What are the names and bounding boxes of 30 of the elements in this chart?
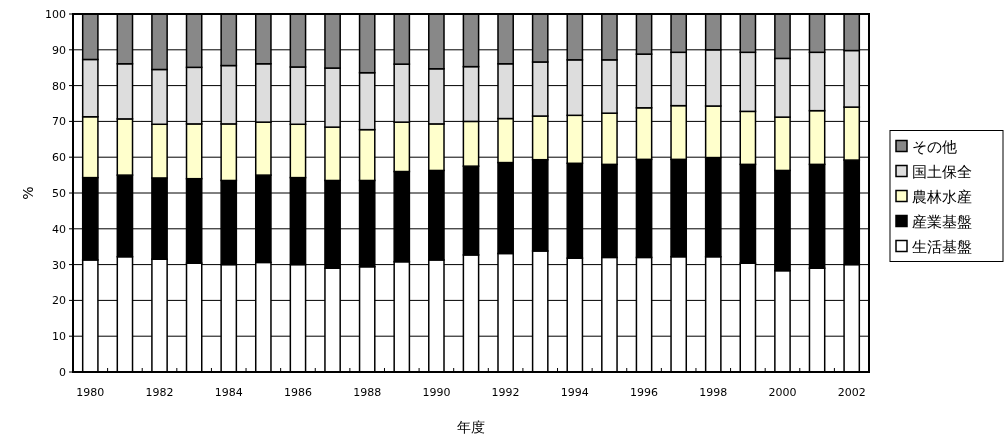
y-tick-label: 50 xyxy=(52,187,66,200)
x-tick-label: 2000 xyxy=(768,386,797,399)
x-tick-label: 1980 xyxy=(76,386,105,399)
y-tick-label: 80 xyxy=(52,79,66,93)
x-tick-label: 1988 xyxy=(353,386,382,399)
y-tick-label: 40 xyxy=(52,222,66,236)
x-tick-label: 1990 xyxy=(422,386,451,399)
x-axis-title: 年度 xyxy=(457,419,485,435)
y-tick-label: 60 xyxy=(52,151,66,165)
y-axis-title: % xyxy=(20,186,36,200)
legend-label: 農林水産 xyxy=(912,187,972,206)
x-tick-label: 1998 xyxy=(699,386,728,399)
x-tick-label: 2002 xyxy=(837,386,866,399)
y-tick-label: 100 xyxy=(45,8,66,21)
x-tick-label: 1984 xyxy=(214,386,243,399)
y-tick-label: 0 xyxy=(59,366,66,379)
legend-label: 生活基盤 xyxy=(912,237,972,256)
legend-label: その他 xyxy=(912,137,957,156)
legend-label: 産業基盤 xyxy=(912,212,972,231)
y-tick-label: 20 xyxy=(52,294,66,308)
x-tick-label: 1996 xyxy=(630,386,659,399)
x-tick-label: 1992 xyxy=(491,386,520,399)
x-tick-label: 1994 xyxy=(560,386,589,399)
y-tick-label: 90 xyxy=(52,43,66,57)
y-tick-label: 70 xyxy=(52,115,66,129)
x-tick-label: 1986 xyxy=(283,386,312,399)
y-tick-label: 10 xyxy=(52,330,66,344)
legend-label: 国土保全 xyxy=(912,162,972,181)
x-tick-label: 1982 xyxy=(145,386,174,399)
y-tick-label: 30 xyxy=(52,258,66,272)
